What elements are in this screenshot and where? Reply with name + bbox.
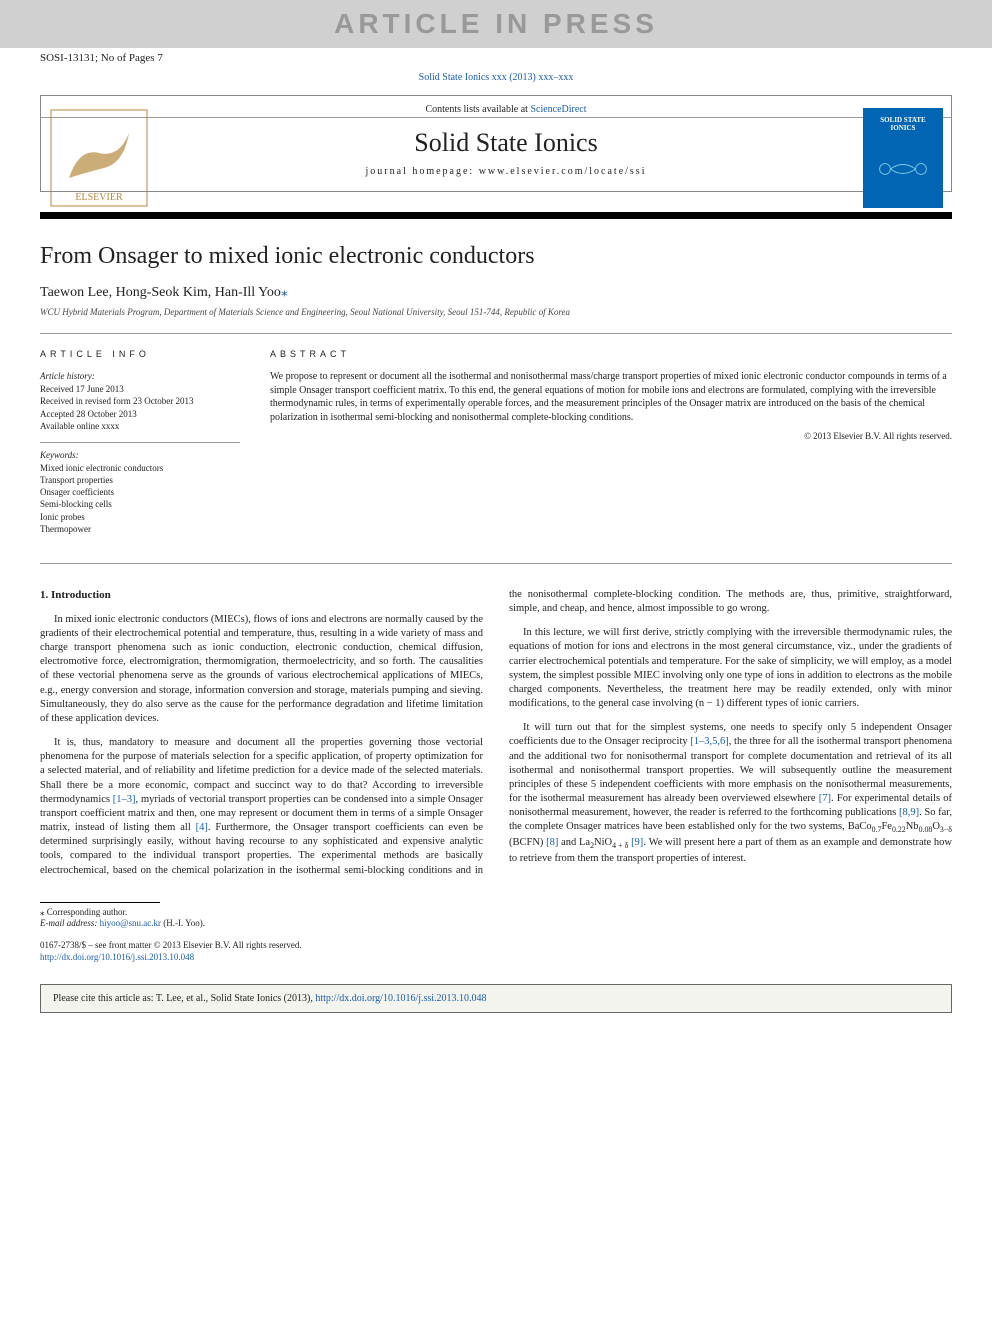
citation-ref[interactable]: [7] xyxy=(819,793,831,804)
footer: ⁎ Corresponding author. E-mail address: … xyxy=(0,888,992,974)
keyword: Onsager coefficients xyxy=(40,486,240,498)
journal-homepage: journal homepage: www.elsevier.com/locat… xyxy=(181,158,831,187)
citation-ref[interactable]: [8] xyxy=(546,837,558,848)
section-heading: 1. Introduction xyxy=(40,588,483,603)
cite-doi-link[interactable]: http://dx.doi.org/10.1016/j.ssi.2013.10.… xyxy=(315,993,486,1004)
corresp-star-icon: ⁎ xyxy=(281,285,288,300)
footer-rule xyxy=(40,902,160,903)
citation-ref[interactable]: [9] xyxy=(631,837,643,848)
rule-thick xyxy=(40,212,952,219)
revised-date: Received in revised form 23 October 2013 xyxy=(40,395,240,407)
page-info: SOSI-13131; No of Pages 7 xyxy=(0,48,992,66)
email-who: (H.-I. Yoo). xyxy=(161,918,205,928)
doi-link[interactable]: http://dx.doi.org/10.1016/j.ssi.2013.10.… xyxy=(40,952,194,962)
keyword: Semi-blocking cells xyxy=(40,498,240,510)
article-title: From Onsager to mixed ionic electronic c… xyxy=(40,243,952,270)
body-columns: 1. Introduction In mixed ionic electroni… xyxy=(40,564,952,878)
abstract-copyright: © 2013 Elsevier B.V. All rights reserved… xyxy=(270,430,952,442)
keyword: Mixed ionic electronic conductors xyxy=(40,462,240,474)
article-info-block: ARTICLE INFO Article history: Received 1… xyxy=(40,348,240,545)
in-press-banner: ARTICLE IN PRESS xyxy=(0,0,992,48)
citation-ref[interactable]: [1–3,5,6] xyxy=(690,736,729,747)
cite-box: Please cite this article as: T. Lee, et … xyxy=(40,984,952,1013)
journal-header: ELSEVIER SOLID STATE IONICS Contents lis… xyxy=(40,95,952,192)
rule-thin xyxy=(40,442,240,443)
article-info-heading: ARTICLE INFO xyxy=(40,348,240,360)
history-label: Article history: xyxy=(40,370,240,382)
citation-ref[interactable]: [4] xyxy=(196,822,208,833)
accepted-date: Accepted 28 October 2013 xyxy=(40,408,240,420)
cover-title: SOLID STATE IONICS xyxy=(867,116,939,132)
para: In mixed ionic electronic conductors (MI… xyxy=(40,613,483,726)
authors: Taewon Lee, Hong-Seok Kim, Han-Ill Yoo⁎ xyxy=(40,284,952,301)
para: It will turn out that for the simplest s… xyxy=(509,721,952,866)
affiliation: WCU Hybrid Materials Program, Department… xyxy=(40,307,952,317)
cite-text: Please cite this article as: T. Lee, et … xyxy=(53,993,315,1004)
abstract-heading: ABSTRACT xyxy=(270,348,952,360)
email-link[interactable]: hiyoo@snu.ac.kr xyxy=(100,918,161,928)
keyword: Ionic probes xyxy=(40,511,240,523)
keyword: Thermopower xyxy=(40,523,240,535)
journal-cover-thumb: SOLID STATE IONICS xyxy=(863,108,943,208)
keywords-label: Keywords: xyxy=(40,449,240,461)
abstract-text: We propose to represent or document all … xyxy=(270,370,952,424)
citation-ref[interactable]: [8,9] xyxy=(899,807,919,818)
citation-ref[interactable]: [1–3] xyxy=(113,794,136,805)
journal-name: Solid State Ionics xyxy=(181,128,831,158)
abstract-block: ABSTRACT We propose to represent or docu… xyxy=(270,348,952,545)
author-list: Taewon Lee, Hong-Seok Kim, Han-Ill Yoo xyxy=(40,285,281,300)
email-label: E-mail address: xyxy=(40,918,100,928)
issn-line: 0167-2738/$ – see front matter © 2013 El… xyxy=(40,940,952,952)
top-citation[interactable]: Solid State Ionics xxx (2013) xxx–xxx xyxy=(0,66,992,95)
corresponding-author: ⁎ Corresponding author. xyxy=(40,907,952,919)
elsevier-logo: ELSEVIER xyxy=(49,108,149,208)
online-date: Available online xxxx xyxy=(40,420,240,432)
received-date: Received 17 June 2013 xyxy=(40,383,240,395)
publisher-name: ELSEVIER xyxy=(75,192,123,203)
para: In this lecture, we will first derive, s… xyxy=(509,626,952,711)
keyword: Transport properties xyxy=(40,474,240,486)
sciencedirect-link[interactable]: ScienceDirect xyxy=(530,104,586,115)
contents-line-pre: Contents lists available at xyxy=(425,104,530,115)
